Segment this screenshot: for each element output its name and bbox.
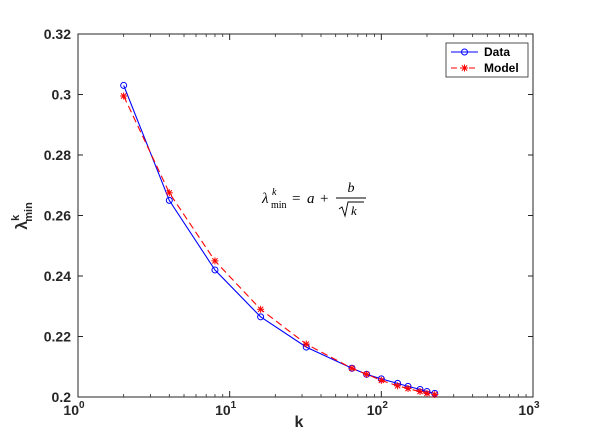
formula-radical-sign — [338, 201, 364, 218]
x-tick-label: 101 — [215, 400, 237, 418]
axis-ticks: 0.2 0.22 0.24 0.26 0.28 0.3 0.32 100 101 102 103 — [44, 26, 540, 418]
data-point-model — [431, 391, 439, 399]
data-point-model — [348, 364, 356, 372]
y-tick-label: 0.28 — [44, 147, 71, 163]
formula-subscript: min — [271, 200, 287, 211]
formula-lambda: λ — [261, 191, 269, 207]
data-point-model — [120, 92, 128, 100]
data-point-model — [394, 382, 402, 390]
formula-a: a — [307, 191, 315, 207]
legend-item-model: Model — [451, 61, 519, 75]
plot-area — [77, 33, 534, 398]
y-tick-label: 0.26 — [44, 208, 71, 224]
formula-numerator: b — [348, 181, 355, 196]
data-point-model — [165, 189, 173, 197]
y-axis-label-base: λ — [14, 221, 31, 230]
data-point-data — [120, 81, 128, 89]
y-tick-label: 0.24 — [44, 268, 71, 284]
legend-item-data: Data — [451, 45, 510, 59]
data-point-model — [302, 340, 310, 348]
x-tick-label: 100 — [63, 400, 85, 418]
formula-radicand: k — [351, 203, 357, 218]
formula-plus: + — [320, 191, 328, 207]
legend-box — [445, 42, 529, 78]
formula-superscript: k — [272, 187, 277, 198]
x-axis-label: k — [295, 414, 304, 431]
legend-data-marker — [461, 48, 468, 56]
y-tick-label: 0.3 — [52, 87, 72, 103]
annotation-formula: λ k min = a + b k — [261, 181, 366, 218]
y-axis-label-sub: min — [23, 202, 35, 222]
legend-model-marker — [461, 64, 468, 72]
legend-data-label: Data — [484, 45, 510, 59]
legend: Data Model — [445, 42, 529, 78]
data-point-data — [257, 313, 265, 321]
y-tick-label: 0.2 — [52, 389, 72, 405]
series-layer — [120, 81, 439, 399]
data-point-model — [404, 385, 412, 393]
y-tick-label: 0.22 — [44, 329, 71, 345]
data-point-model — [423, 389, 431, 397]
data-point-model — [211, 257, 219, 265]
data-point-data — [165, 196, 173, 204]
legend-model-label: Model — [484, 61, 519, 75]
formula-equals: = — [292, 191, 300, 207]
x-tick-label: 103 — [518, 400, 540, 418]
legend-model-star — [461, 64, 468, 72]
data-point-model — [377, 376, 385, 384]
data-point-data — [211, 266, 219, 274]
data-point-model — [416, 388, 424, 396]
y-axis-label-sup: k — [10, 214, 22, 221]
y-tick-label: 0.32 — [44, 26, 71, 42]
y-axis-label: λkmin — [10, 202, 35, 230]
data-point-model — [257, 305, 265, 313]
data-point-model — [363, 370, 371, 378]
x-tick-label: 102 — [367, 400, 389, 418]
